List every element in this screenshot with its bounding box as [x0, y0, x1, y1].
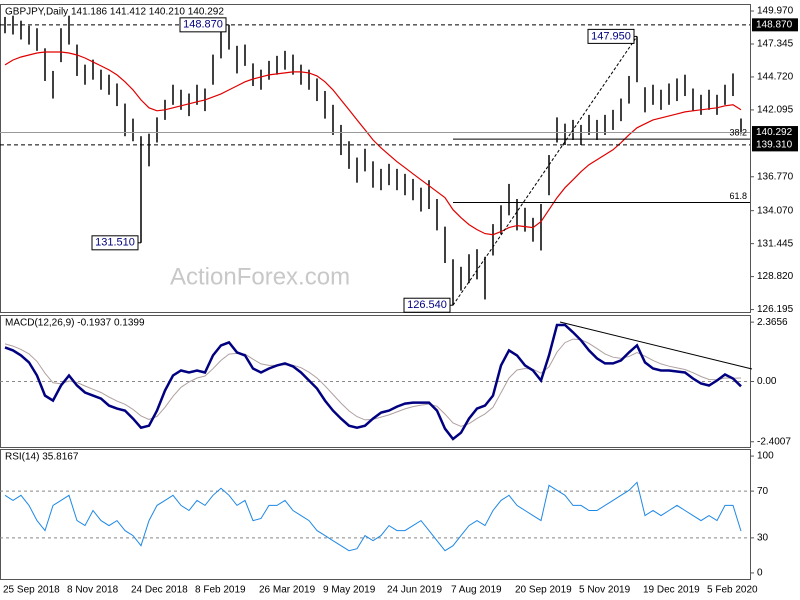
y-tick-label: 30 [757, 533, 769, 544]
price-panel [0, 4, 751, 313]
watermark: ActionForex.com [170, 263, 350, 290]
panel-title: RSI(14) 35.8167 [5, 452, 79, 463]
annotation-label: 131.510 [95, 237, 135, 249]
y-tick-label: 142.095 [757, 105, 794, 116]
trend-line [559, 321, 753, 370]
fib-diagonal [452, 36, 638, 306]
price-level-label: 148.870 [756, 19, 793, 30]
y-tick-label: 128.820 [757, 271, 794, 282]
price-level-box [752, 126, 798, 140]
x-tick-label: 26 Mar 2019 [259, 585, 316, 596]
x-tick-label: 20 Sep 2019 [515, 585, 572, 596]
x-tick-label: 19 Dec 2019 [643, 585, 700, 596]
price-level-box [752, 18, 798, 32]
x-tick-label: 8 Feb 2019 [195, 585, 246, 596]
panel-title: MACD(12,26,9) -0.1937 0.1399 [5, 318, 145, 329]
indicator-line [4, 323, 742, 441]
x-tick-label: 7 Aug 2019 [451, 585, 502, 596]
panel-title: GBPJPY,Daily 141.186 141.412 140.210 140… [5, 7, 224, 18]
y-tick-label: 0.00 [757, 376, 777, 387]
y-tick-label: 70 [757, 486, 769, 497]
x-tick-label: 9 May 2019 [323, 585, 376, 596]
y-tick-label: 0 [757, 568, 763, 579]
y-tick-label: 149.970 [757, 6, 794, 17]
price-level-label: 139.310 [756, 140, 793, 151]
x-tick-label: 5 Feb 2020 [707, 585, 758, 596]
annotation-label: 126.540 [407, 299, 447, 311]
y-tick-label: 126.195 [757, 304, 794, 315]
y-tick-label: 131.445 [757, 238, 794, 249]
x-tick-label: 8 Nov 2018 [67, 585, 119, 596]
price-level-label: 140.292 [756, 127, 793, 138]
annotation-box [587, 28, 635, 44]
annotation-label: 147.950 [591, 30, 631, 42]
y-tick-label: 136.770 [757, 171, 794, 182]
y-tick-label: 144.720 [757, 72, 794, 83]
y-tick-label: 134.070 [757, 205, 794, 216]
y-tick-label: 147.345 [757, 39, 794, 50]
annotation-label: 148.870 [183, 19, 223, 31]
annotation-box [403, 297, 451, 313]
y-tick-label: 100 [757, 451, 774, 462]
x-tick-label: 24 Jun 2019 [387, 585, 442, 596]
indicator-line [4, 481, 742, 552]
y-tick-label: 2.3656 [757, 317, 788, 328]
annotation-box [91, 235, 139, 251]
x-tick-label: 24 Dec 2018 [131, 585, 188, 596]
annotation-box [179, 17, 227, 33]
fib-label: 61.8 [729, 191, 747, 201]
x-tick-label: 25 Sep 2018 [3, 585, 60, 596]
fib-label: 38.2 [729, 127, 747, 137]
y-tick-label: -2.4007 [757, 436, 791, 447]
x-tick-label: 5 Nov 2019 [579, 585, 631, 596]
rsi-panel [0, 449, 751, 580]
price-level-box [752, 138, 798, 152]
